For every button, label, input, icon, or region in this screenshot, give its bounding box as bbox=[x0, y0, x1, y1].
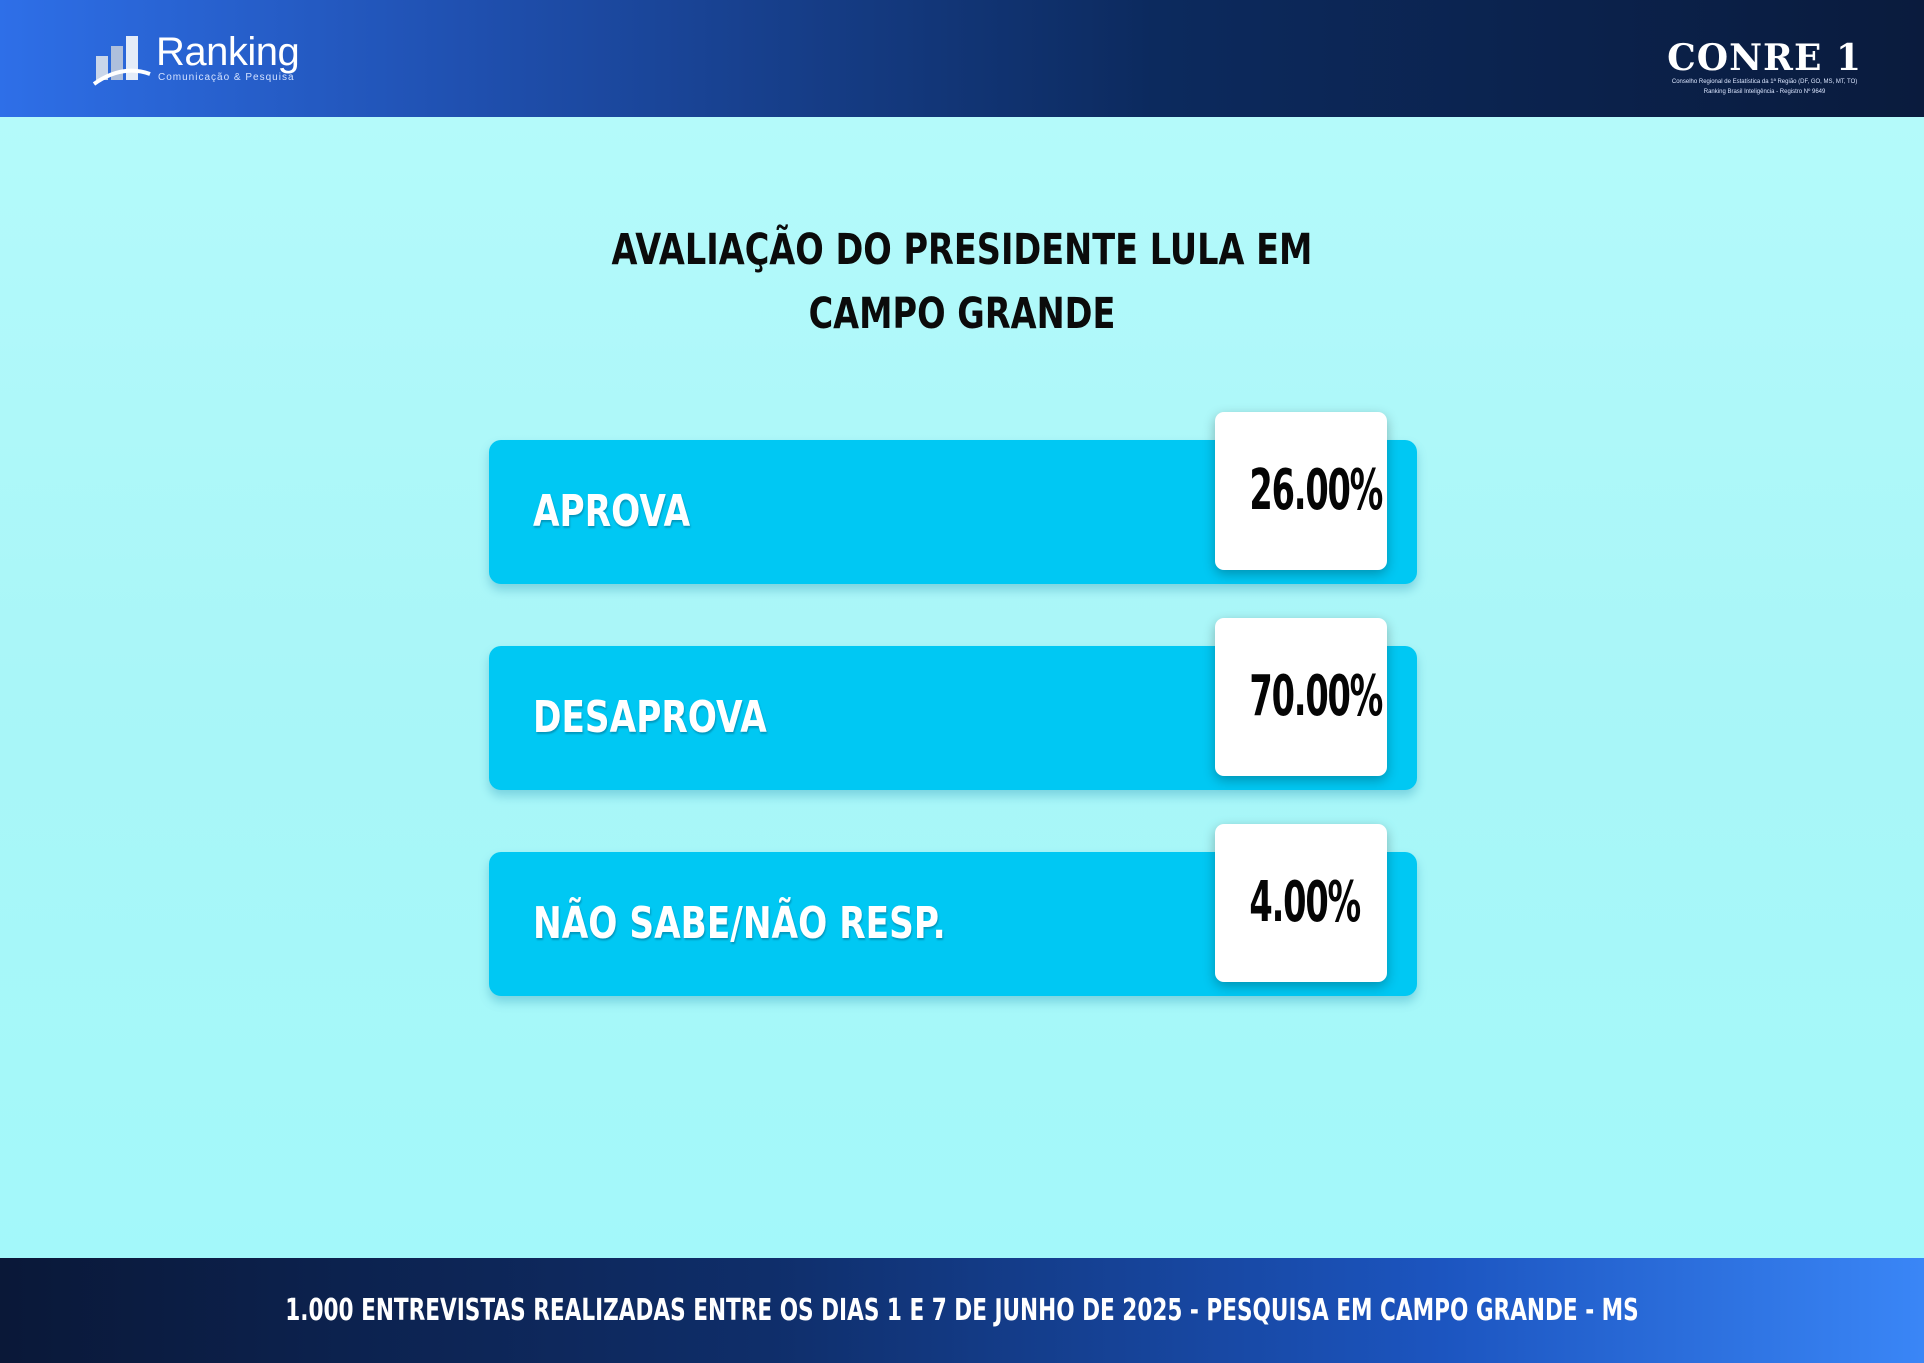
chart-title-line2: CAMPO GRANDE bbox=[808, 289, 1116, 339]
bar-category-label: APROVA bbox=[533, 486, 691, 537]
bar-category-label: NÃO SABE/NÃO RESP. bbox=[533, 898, 946, 949]
bar-value-label: 26.00% bbox=[1249, 458, 1383, 523]
footer-text: 1.000 ENTREVISTAS REALIZADAS ENTRE OS DI… bbox=[285, 1293, 1639, 1328]
registry-sub-line2: Ranking Brasil Inteligência - Registro N… bbox=[1703, 89, 1826, 95]
value-box: 70.00% bbox=[1215, 618, 1387, 776]
registry-sub-line1: Conselho Regional de Estatística da 1ª R… bbox=[1671, 79, 1858, 85]
bar-row: APROVA 26.00% bbox=[489, 412, 1417, 584]
brand-name: Ranking bbox=[156, 30, 300, 74]
footer-banner: 1.000 ENTREVISTAS REALIZADAS ENTRE OS DI… bbox=[0, 1258, 1924, 1363]
value-box: 4.00% bbox=[1215, 824, 1387, 982]
brand-tagline: Comunicação & Pesquisa bbox=[158, 72, 295, 83]
header-banner: Ranking Comunicação & Pesquisa CONRE 1 C… bbox=[0, 0, 1924, 117]
bar-row: DESAPROVA 70.00% bbox=[489, 618, 1417, 790]
ranking-logo: Ranking Comunicação & Pesquisa bbox=[92, 26, 300, 90]
bar-value-label: 70.00% bbox=[1249, 664, 1383, 729]
value-box: 26.00% bbox=[1215, 412, 1387, 570]
bar-category-label: DESAPROVA bbox=[533, 692, 767, 743]
registry-name: CONRE 1 bbox=[1667, 37, 1862, 79]
conre-logo: CONRE 1 Conselho Regional de Estatística… bbox=[1667, 40, 1862, 96]
chart-title-line1: AVALIAÇÃO DO PRESIDENTE LULA EM bbox=[611, 225, 1313, 275]
bar-row: NÃO SABE/NÃO RESP. 4.00% bbox=[489, 824, 1417, 996]
chart-title: AVALIAÇÃO DO PRESIDENTE LULA EM CAMPO GR… bbox=[572, 218, 1352, 346]
bar-chart-logo-icon bbox=[92, 36, 151, 86]
bar-value-label: 4.00% bbox=[1249, 870, 1361, 935]
